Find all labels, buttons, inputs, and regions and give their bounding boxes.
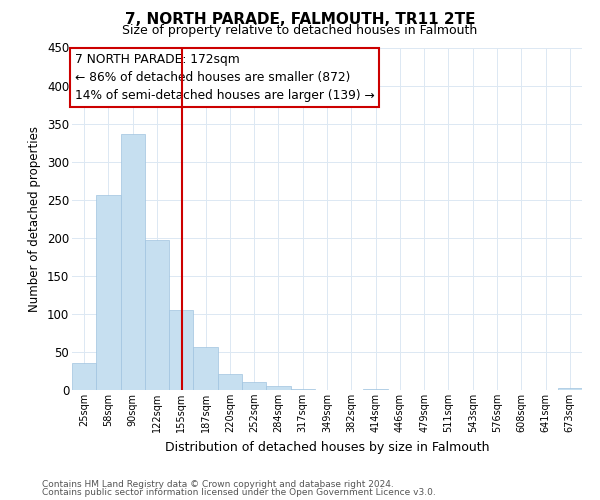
Text: Size of property relative to detached houses in Falmouth: Size of property relative to detached ho… xyxy=(122,24,478,37)
Bar xyxy=(193,346,218,390)
Bar xyxy=(145,240,169,390)
Bar xyxy=(242,382,266,390)
X-axis label: Distribution of detached houses by size in Falmouth: Distribution of detached houses by size … xyxy=(165,440,489,454)
Text: Contains HM Land Registry data © Crown copyright and database right 2024.: Contains HM Land Registry data © Crown c… xyxy=(42,480,394,489)
Bar xyxy=(558,388,582,390)
Bar xyxy=(72,362,96,390)
Bar xyxy=(364,389,388,390)
Bar xyxy=(290,389,315,390)
Bar xyxy=(121,134,145,390)
Bar xyxy=(169,310,193,390)
Bar xyxy=(266,386,290,390)
Text: 7, NORTH PARADE, FALMOUTH, TR11 2TE: 7, NORTH PARADE, FALMOUTH, TR11 2TE xyxy=(125,12,475,28)
Bar xyxy=(218,374,242,390)
Bar xyxy=(96,195,121,390)
Y-axis label: Number of detached properties: Number of detached properties xyxy=(28,126,41,312)
Text: 7 NORTH PARADE: 172sqm
← 86% of detached houses are smaller (872)
14% of semi-de: 7 NORTH PARADE: 172sqm ← 86% of detached… xyxy=(74,52,374,102)
Text: Contains public sector information licensed under the Open Government Licence v3: Contains public sector information licen… xyxy=(42,488,436,497)
